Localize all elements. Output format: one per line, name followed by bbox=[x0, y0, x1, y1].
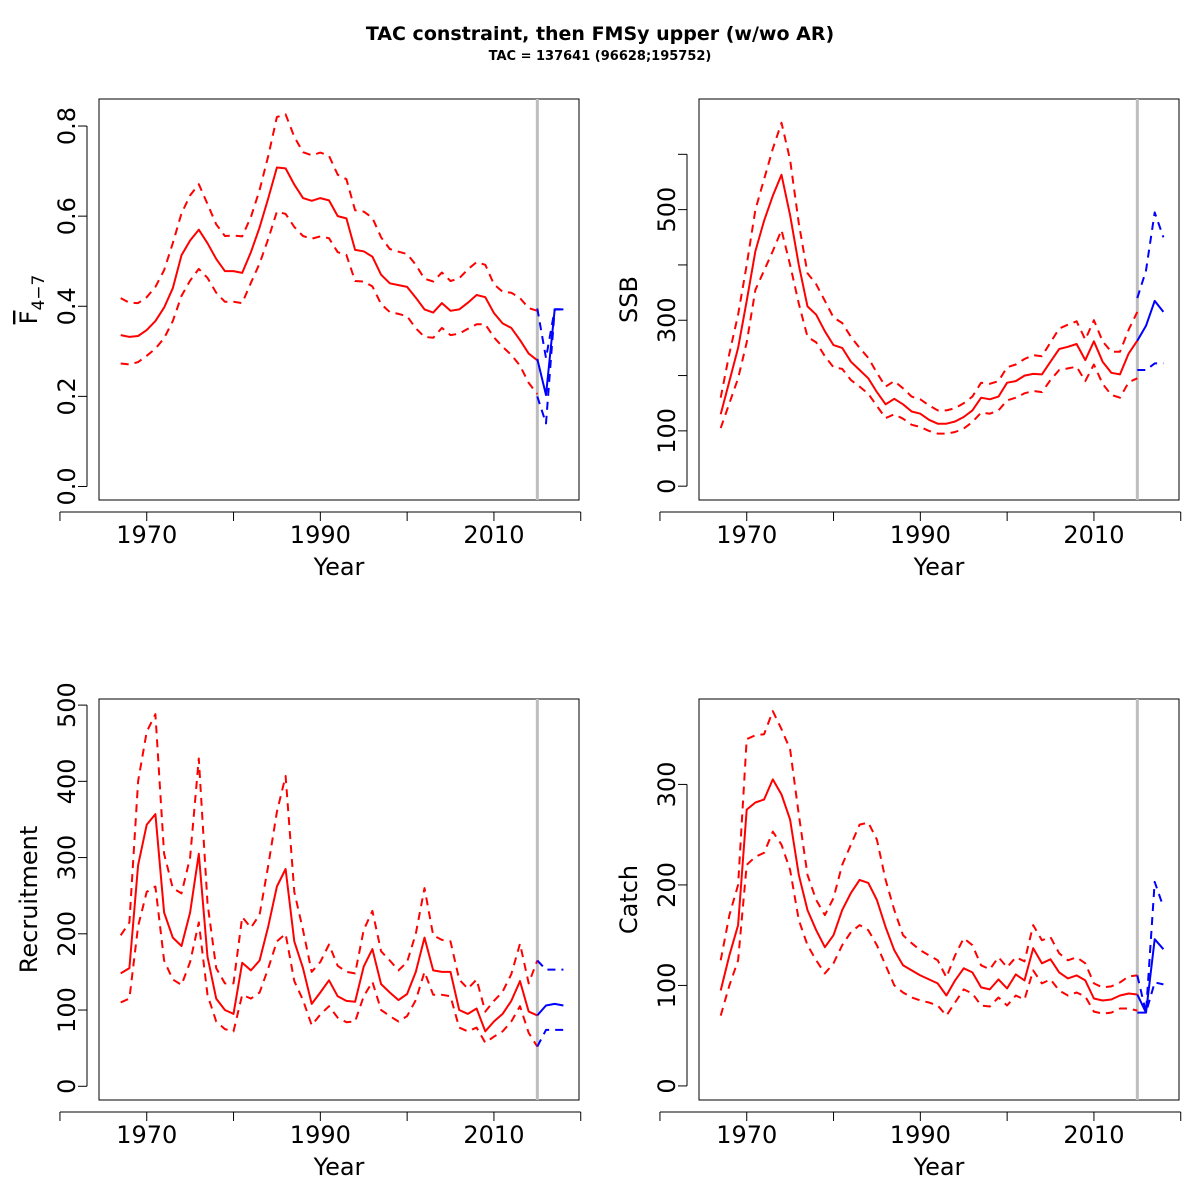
figure-subtitle: TAC = 137641 (96628;195752) bbox=[489, 49, 712, 64]
y-tick-label: 0 bbox=[653, 479, 681, 494]
plot-frame bbox=[698, 698, 1180, 1101]
y-axis: 0 100 300 500 SSB bbox=[615, 153, 688, 494]
series-projection bbox=[1136, 299, 1165, 342]
series-lower bbox=[120, 210, 539, 395]
x-tick-label: 1970 bbox=[116, 521, 177, 549]
y-axis-label: F4−7 bbox=[15, 275, 49, 325]
series-projection-upper bbox=[1136, 880, 1165, 1014]
y-tick-label: 500 bbox=[653, 187, 681, 233]
y-tick-label: 0.4 bbox=[53, 287, 81, 325]
panel-3: 1970 1990 2010 Year 0 100 200 300 400 500 Recruitm… bbox=[15, 682, 582, 1181]
x-tick-label: 1990 bbox=[890, 521, 951, 549]
y-axis-label: Recruitment bbox=[15, 826, 43, 973]
series-projection bbox=[1136, 938, 1165, 1014]
y-axis: 0 100 200 300 Catch bbox=[615, 762, 688, 1094]
x-axis: 1970 1990 2010 Year bbox=[59, 511, 582, 581]
series-lower bbox=[120, 885, 539, 1048]
x-tick-label: 2010 bbox=[463, 1121, 524, 1149]
x-axis: 1970 1990 2010 Year bbox=[59, 1111, 582, 1181]
x-tick-label: 1970 bbox=[716, 1121, 777, 1149]
y-tick-label: 0 bbox=[53, 1079, 81, 1094]
y-tick-label: 0.6 bbox=[53, 197, 81, 235]
series-projection-lower bbox=[1137, 981, 1164, 1014]
series-lower bbox=[719, 830, 1138, 1017]
plot-frame bbox=[98, 698, 580, 1101]
y-axis-label: SSB bbox=[615, 276, 643, 323]
series-projection bbox=[536, 1002, 564, 1017]
y-tick-label: 0 bbox=[653, 1078, 681, 1093]
y-axis: 0.0 0.2 0.4 0.6 0.8 F4−7 bbox=[15, 107, 88, 506]
series-projection-lower bbox=[536, 1028, 564, 1048]
x-tick-label: 1970 bbox=[116, 1121, 177, 1149]
panel-1: 1970 1990 2010 Year 0.0 0.2 0.4 0.6 0.8 F4−7 bbox=[15, 98, 582, 581]
panel-4: 1970 1990 2010 Year 0 100 200 300 Catch bbox=[615, 698, 1182, 1181]
series-projection-upper bbox=[1136, 211, 1165, 299]
y-tick-label: 300 bbox=[653, 297, 681, 343]
series-projection-upper bbox=[536, 959, 564, 971]
x-axis-label: Year bbox=[313, 1153, 365, 1181]
y-axis: 0 100 200 300 400 500 Recruitment bbox=[15, 682, 88, 1094]
series-estimate bbox=[719, 173, 1139, 425]
series-upper bbox=[119, 713, 539, 1013]
series-lower bbox=[719, 229, 1138, 435]
series-upper bbox=[120, 113, 538, 312]
y-tick-label: 500 bbox=[53, 682, 81, 728]
series-projection-lower bbox=[1137, 362, 1164, 371]
y-axis-label: Catch bbox=[615, 865, 643, 934]
x-tick-label: 1990 bbox=[290, 521, 351, 549]
series-projection-lower bbox=[536, 308, 564, 425]
x-tick-label: 1990 bbox=[290, 1121, 351, 1149]
x-tick-label: 2010 bbox=[1063, 521, 1124, 549]
y-tick-label: 100 bbox=[53, 987, 81, 1033]
y-tick-label: 100 bbox=[653, 963, 681, 1009]
x-axis: 1970 1990 2010 Year bbox=[659, 511, 1182, 581]
plot-frame bbox=[98, 98, 580, 501]
x-tick-label: 1970 bbox=[716, 521, 777, 549]
y-tick-label: 300 bbox=[53, 835, 81, 881]
x-axis-label: Year bbox=[913, 1153, 965, 1181]
x-axis-label: Year bbox=[913, 553, 965, 581]
x-axis: 1970 1990 2010 Year bbox=[659, 1111, 1182, 1181]
y-tick-label: 200 bbox=[653, 862, 681, 908]
figure-title: TAC constraint, then FMSy upper (w/wo AR… bbox=[366, 23, 834, 45]
x-tick-label: 1990 bbox=[890, 1121, 951, 1149]
series-estimate bbox=[120, 813, 538, 1033]
series-projection bbox=[536, 308, 564, 396]
panel-2: 1970 1990 2010 Year 0 100 300 500 SSB bbox=[615, 98, 1182, 581]
y-tick-label: 300 bbox=[653, 762, 681, 808]
y-tick-label: 0.0 bbox=[53, 467, 81, 505]
series-upper bbox=[719, 121, 1139, 412]
y-tick-label: 400 bbox=[53, 758, 81, 804]
y-tick-label: 0.8 bbox=[53, 107, 81, 145]
x-tick-label: 2010 bbox=[1063, 1121, 1124, 1149]
y-tick-label: 0.2 bbox=[53, 377, 81, 415]
y-tick-label: 100 bbox=[653, 408, 681, 454]
plot-frame bbox=[698, 98, 1180, 501]
x-axis-label: Year bbox=[313, 553, 365, 581]
series-upper bbox=[719, 710, 1138, 989]
series-estimate bbox=[120, 166, 538, 362]
x-tick-label: 2010 bbox=[463, 521, 524, 549]
series-estimate bbox=[719, 778, 1138, 1002]
y-tick-label: 200 bbox=[53, 911, 81, 957]
